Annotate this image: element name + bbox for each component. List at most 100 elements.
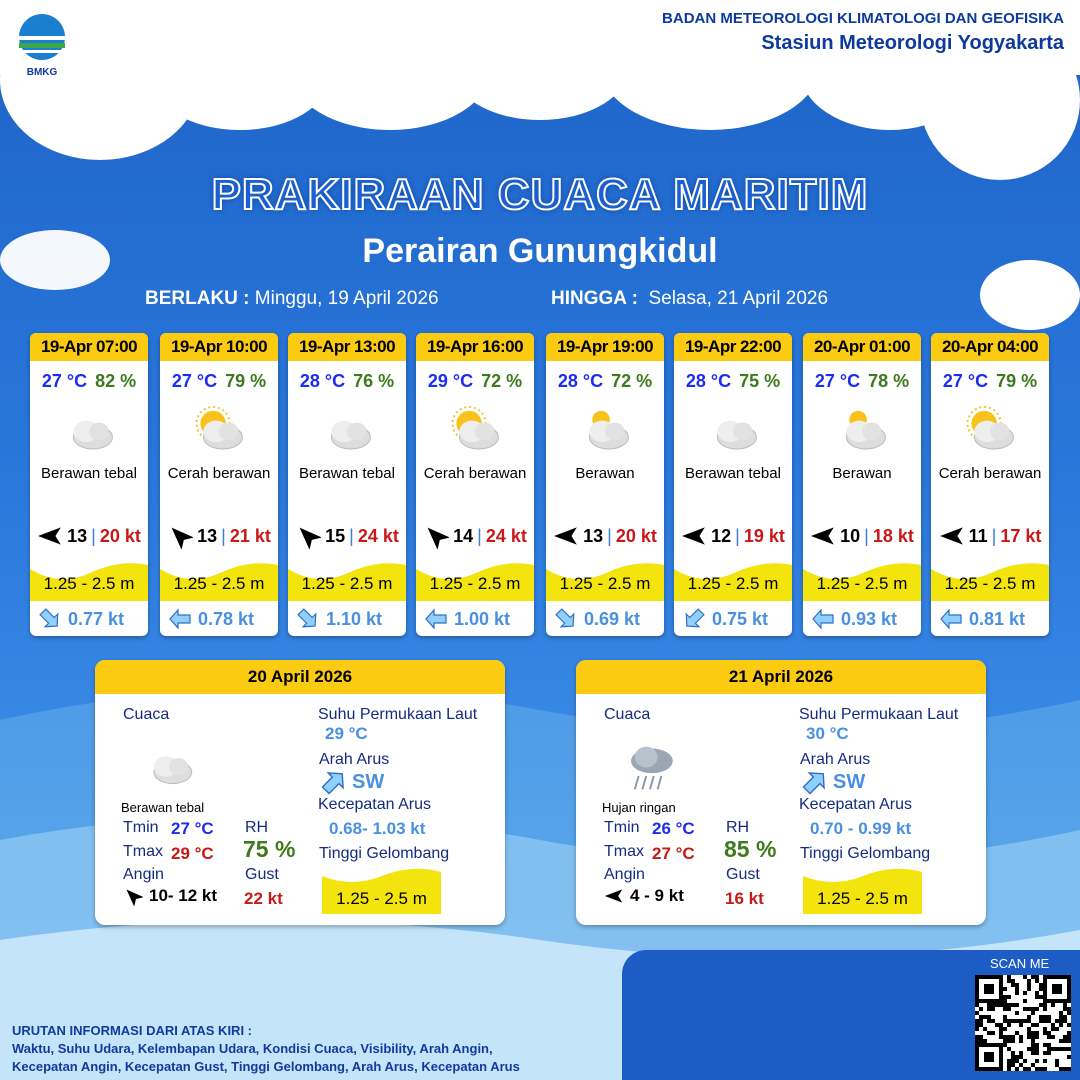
- forecast-card: 19-Apr 22:00 28 °C 75 % Berawan tebal 12 |…: [674, 333, 792, 636]
- weather-condition: Berawan tebal: [685, 464, 781, 482]
- daily-wind: 4 - 9 kt: [630, 886, 684, 905]
- current-speed: 1.00 kt: [454, 608, 511, 629]
- current-direction-icon: [685, 608, 705, 628]
- separator: |: [991, 525, 997, 546]
- gust-speed: 21 kt: [229, 525, 271, 546]
- separator: |: [349, 525, 354, 546]
- wave-shape: [931, 563, 1049, 601]
- weather-condition: Cerah berawan: [167, 464, 271, 482]
- separator: |: [91, 525, 96, 546]
- wind-speed: 15: [325, 525, 346, 546]
- weather-condition: Berawan tebal: [41, 464, 137, 482]
- current-direction-icon: [812, 608, 834, 630]
- current-direction: SW: [833, 770, 866, 793]
- humidity: 82 %: [95, 371, 137, 391]
- footer-heading: URUTAN INFORMASI DARI ATAS KIRI :: [12, 1023, 252, 1038]
- label-arah-arus: Arah Arus: [319, 751, 390, 768]
- daily-rh: 85 %: [724, 836, 777, 862]
- forecast-time: 19-Apr 22:00: [674, 333, 792, 361]
- current-speed: 0.81 kt: [969, 608, 1026, 629]
- current-direction-icon: [425, 608, 447, 630]
- forecast-card: 19-Apr 10:00 27 °C 79 % Cerah berawan 13 |…: [160, 333, 278, 636]
- tmax-value: 27 °C: [652, 844, 695, 863]
- gust-speed: 18 kt: [872, 525, 914, 546]
- forecast-time: 20-Apr 04:00: [931, 333, 1049, 361]
- qr-code[interactable]: [975, 975, 1071, 1071]
- wind-speed: 13: [67, 525, 88, 546]
- current-direction-icon: [297, 608, 317, 628]
- forecast-time: 19-Apr 13:00: [288, 333, 406, 361]
- bmkg-logo: BMKG: [16, 12, 68, 78]
- humidity: 78 %: [868, 371, 910, 391]
- wave-height: 1.25 - 2.5 m: [301, 574, 393, 593]
- org-name: BADAN METEOROLOGI KLIMATOLOGI DAN GEOFIS…: [662, 10, 1064, 27]
- daily-sst: 29 °C: [325, 724, 368, 743]
- page-title: PRAKIRAAN CUACA MARITIM: [211, 169, 869, 220]
- humidity: 75 %: [739, 371, 781, 391]
- partly-sunny-weather-icon: [451, 405, 499, 450]
- tmax-value: 29 °C: [171, 844, 214, 863]
- wave-height: 1.25 - 2.5 m: [687, 574, 779, 593]
- cloudy-weather-icon: [716, 420, 757, 450]
- wind-direction-icon: [126, 889, 143, 906]
- wind-direction-icon: [811, 527, 834, 545]
- label-sst: Suhu Permukaan Laut: [799, 706, 959, 723]
- label-kecepatan-arus: Kecepatan Arus: [799, 796, 912, 813]
- wave-height: 1.25 - 2.5 m: [429, 574, 521, 593]
- forecast-time: 19-Apr 16:00: [416, 333, 534, 361]
- daily-current-speed: 0.68- 1.03 kt: [329, 819, 426, 838]
- forecast-card: 19-Apr 07:00 27 °C 82 % Berawan tebal 13 |…: [30, 333, 148, 636]
- wind-direction-icon: [682, 527, 705, 545]
- current-direction-icon: [940, 608, 962, 630]
- forecast-time: 19-Apr 10:00: [160, 333, 278, 361]
- valid-from-label: BERLAKU :: [145, 288, 250, 309]
- forecast-card: 19-Apr 13:00 28 °C 76 % Berawan tebal 15 |…: [288, 333, 406, 636]
- label-rh: RH: [245, 819, 269, 836]
- weather-condition: Berawan: [575, 464, 635, 482]
- wave-height: 1.25 - 2.5 m: [559, 574, 651, 593]
- gust-speed: 17 kt: [1000, 525, 1042, 546]
- partly-sunny-weather-icon: [966, 405, 1014, 450]
- humidity: 72 %: [481, 371, 523, 391]
- forecast-card: 20-Apr 01:00 27 °C 78 % Berawan 10 | 18 kt …: [803, 333, 921, 636]
- logo-text: BMKG: [26, 67, 58, 78]
- label-tmin: Tmin: [123, 819, 159, 836]
- wind-speed: 12: [711, 525, 732, 546]
- weather-condition: Berawan tebal: [299, 464, 395, 482]
- footer-line-2: Kecepatan Angin, Kecepatan Gust, Tinggi …: [12, 1059, 520, 1074]
- daily-condition: Hujan ringan: [602, 800, 676, 815]
- current-direction-icon: [169, 608, 191, 630]
- label-kecepatan-arus: Kecepatan Arus: [318, 796, 431, 813]
- wind-speed: 11: [968, 525, 988, 546]
- daily-gust: 22 kt: [244, 889, 283, 908]
- label-arah-arus: Arah Arus: [800, 751, 871, 768]
- weather-condition: Berawan: [832, 464, 892, 482]
- daily-gust: 16 kt: [725, 889, 764, 908]
- footer-line-1: Waktu, Suhu Udara, Kelembapan Udara, Kon…: [12, 1041, 493, 1056]
- wave-shape: [803, 868, 922, 914]
- weather-condition: Cerah berawan: [423, 464, 527, 482]
- current-direction-icon: [802, 772, 825, 795]
- wind-direction-icon: [299, 527, 322, 549]
- wind-speed: 13: [197, 525, 218, 546]
- wave-shape: [160, 563, 278, 601]
- forecast-time: 19-Apr 19:00: [546, 333, 664, 361]
- daily-date: 20 April 2026: [95, 660, 505, 694]
- label-sst: Suhu Permukaan Laut: [318, 706, 478, 723]
- wave-shape: [416, 563, 534, 601]
- scan-me-label: SCAN ME: [990, 956, 1050, 971]
- wind-speed: 14: [453, 525, 474, 546]
- daily-wave-height: 1.25 - 2.5 m: [817, 889, 908, 908]
- wind-direction-icon: [939, 527, 963, 545]
- label-angin: Angin: [604, 866, 645, 883]
- wave-shape: [803, 563, 921, 601]
- air-temp: 28 °C: [299, 371, 346, 391]
- wave-height: 1.25 - 2.5 m: [43, 574, 135, 593]
- air-temp: 28 °C: [557, 371, 604, 391]
- current-speed: 0.78 kt: [198, 608, 255, 629]
- forecast-card: 19-Apr 19:00 28 °C 72 % Berawan 13 | 20 kt …: [546, 333, 664, 636]
- air-temp: 27 °C: [41, 371, 88, 391]
- footer-info: URUTAN INFORMASI DARI ATAS KIRI : Waktu,…: [12, 1022, 520, 1076]
- current-direction-icon: [39, 608, 59, 628]
- current-speed: 0.77 kt: [68, 608, 125, 629]
